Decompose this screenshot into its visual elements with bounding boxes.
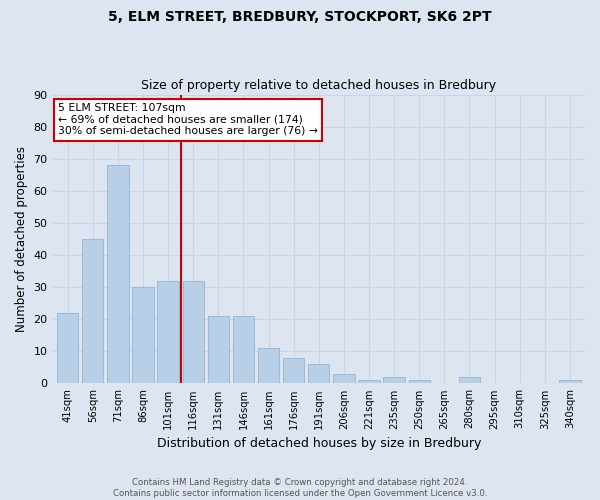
Bar xyxy=(559,380,581,384)
Title: Size of property relative to detached houses in Bredbury: Size of property relative to detached ho… xyxy=(141,79,496,92)
Bar xyxy=(333,374,355,384)
Bar xyxy=(459,377,480,384)
Bar xyxy=(107,165,128,384)
Bar xyxy=(283,358,304,384)
Text: 5, ELM STREET, BREDBURY, STOCKPORT, SK6 2PT: 5, ELM STREET, BREDBURY, STOCKPORT, SK6 … xyxy=(108,10,492,24)
Bar xyxy=(409,380,430,384)
Bar xyxy=(208,316,229,384)
Bar xyxy=(57,313,78,384)
Bar xyxy=(358,380,380,384)
X-axis label: Distribution of detached houses by size in Bredbury: Distribution of detached houses by size … xyxy=(157,437,481,450)
Bar xyxy=(308,364,329,384)
Bar xyxy=(258,348,279,384)
Bar xyxy=(82,239,103,384)
Bar xyxy=(233,316,254,384)
Bar xyxy=(157,280,179,384)
Bar xyxy=(383,377,405,384)
Text: Contains HM Land Registry data © Crown copyright and database right 2024.
Contai: Contains HM Land Registry data © Crown c… xyxy=(113,478,487,498)
Y-axis label: Number of detached properties: Number of detached properties xyxy=(15,146,28,332)
Bar xyxy=(132,287,154,384)
Text: 5 ELM STREET: 107sqm
← 69% of detached houses are smaller (174)
30% of semi-deta: 5 ELM STREET: 107sqm ← 69% of detached h… xyxy=(58,103,318,136)
Bar xyxy=(182,280,204,384)
